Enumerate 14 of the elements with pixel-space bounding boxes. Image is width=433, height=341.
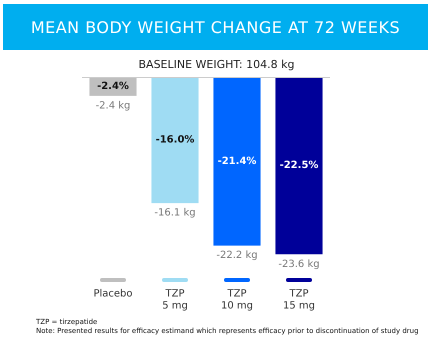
annotation: -23.6 kg [278, 258, 320, 270]
chart-subtitle: BASELINE WEIGHT: 104.8 kg [138, 58, 296, 71]
x-tick-label: TZP 10 mg [221, 288, 253, 312]
data-label: -16.0% [156, 134, 194, 146]
data-label: -21.4% [218, 156, 256, 167]
data-label: -2.4% [97, 81, 129, 92]
annotation: -16.1 kg [154, 208, 196, 219]
x-tick-label: TZP 15 mg [283, 288, 315, 312]
annotation: -22.2 kg [216, 250, 258, 262]
x-tick-label: TZP 5 mg [162, 288, 188, 312]
x-tick-label: Placebo [93, 288, 133, 300]
chart-title: MEAN BODY WEIGHT CHANGE AT 72 WEEKS [3, 4, 428, 50]
data-label: -22.5% [280, 160, 318, 172]
annotation: -2.4 kg [96, 100, 130, 112]
